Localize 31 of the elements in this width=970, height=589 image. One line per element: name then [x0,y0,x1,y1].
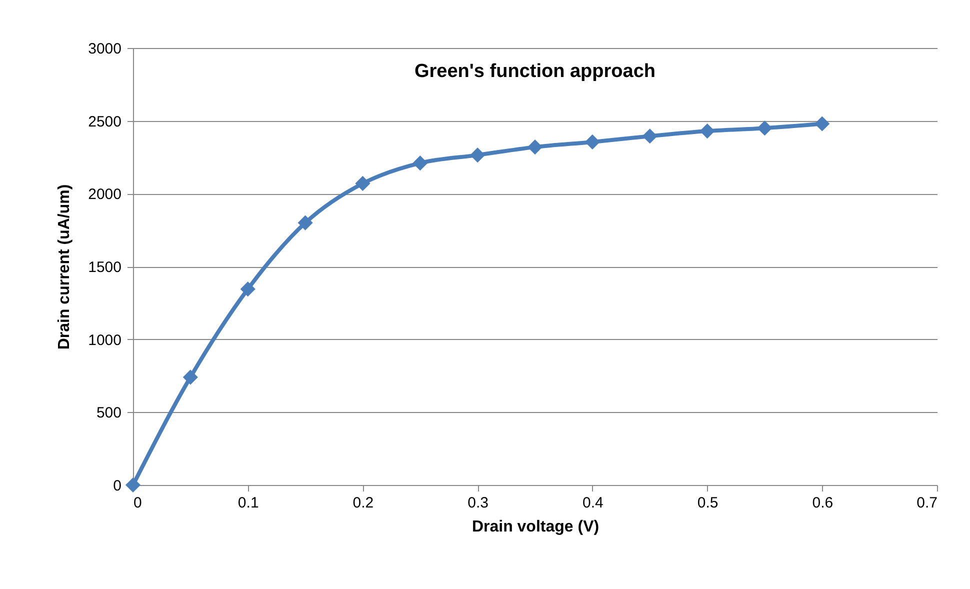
x-tick-label: 0.4 [582,494,604,512]
x-tick-label: 0.1 [238,494,259,512]
point [413,156,428,170]
point [528,140,542,154]
x-tick-label: 0.7 [916,494,938,512]
point [126,478,140,492]
text: Green's function approach [414,61,656,82]
y-tick-label: 500 [96,404,122,422]
y-tick-label: 2500 [88,113,122,130]
point [240,282,255,296]
x-axis-title: Drain voltage (V) [472,518,600,536]
point [642,129,657,144]
point [183,370,198,384]
x-tick-label: 0 [134,494,142,512]
y-axis-title: Drain current (uA/um) [56,184,74,350]
point [758,120,772,136]
point [585,134,600,150]
point [298,216,312,230]
y-tick-label: 0 [113,478,122,494]
x-tick-label: 0.2 [352,494,374,512]
point [815,116,830,131]
point [356,176,370,191]
x-tick-label: 0.6 [812,494,834,512]
x-tick-label: 0.5 [697,494,718,512]
y-tick-label: 2000 [88,186,122,204]
y-tick-label: 1500 [88,259,122,276]
y-tick-label: 3000 [88,40,122,58]
point [700,124,714,138]
x-tick-label: 0.3 [468,494,488,512]
point [470,148,485,162]
y-tick-label: 1000 [88,332,122,349]
